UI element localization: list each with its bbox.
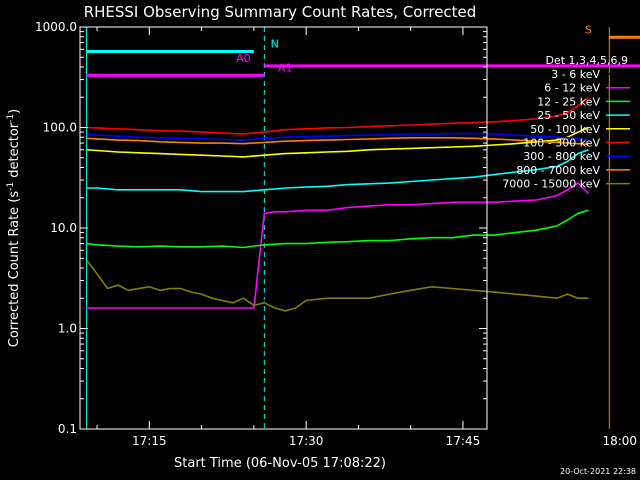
series-line	[86, 209, 589, 249]
legend-entry-label: 12 - 25 keV	[537, 95, 600, 108]
legend-entry-label: 3 - 6 keV	[551, 68, 600, 81]
series-line	[86, 182, 589, 309]
state-label-a1: A1	[278, 61, 293, 74]
series-line	[86, 126, 589, 158]
state-label-n: N	[271, 38, 279, 51]
series-12-25-kev	[86, 209, 589, 249]
x-tick-label: 17:45	[446, 434, 481, 448]
legend-entry-label: 50 - 100 keV	[530, 123, 600, 136]
series-800-7000-kev	[86, 137, 589, 146]
x-tick-label: 17:30	[289, 434, 324, 448]
series-line	[85, 259, 589, 312]
series-7000-15000-kev	[85, 259, 589, 312]
legend-entry-label: 6 - 12 keV	[544, 82, 600, 95]
legend-entry-label: 300 - 800 keV	[523, 150, 600, 163]
series-50-100-kev	[86, 126, 589, 158]
y-axis: 0.1 1.0 10.0 100.0 1000.0	[35, 20, 487, 436]
series-line	[86, 96, 589, 135]
series-300-800-kev	[86, 132, 589, 141]
state-bars: NA0A1SF	[86, 23, 640, 77]
state-label-s: S	[585, 23, 592, 36]
legend-entry-label: 100 - 300 keV	[523, 137, 600, 150]
series-25-50-kev	[86, 149, 589, 193]
legend-title: Det 1,3,4,5,6,9	[545, 54, 628, 67]
series-line	[86, 132, 589, 141]
state-label-a0: A0	[236, 52, 251, 65]
x-tick-label: 17:15	[132, 434, 167, 448]
series-line	[86, 137, 589, 146]
series-layer	[85, 96, 589, 312]
y-tick-label: 1000.0	[35, 20, 77, 34]
y-tick-label: 1.0	[58, 322, 77, 336]
y-axis-label: Corrected Count Rate (s-1 detector-1)	[6, 109, 22, 347]
x-axis-label: Start Time (06-Nov-05 17:08:22)	[174, 456, 386, 471]
y-tick-label: 100.0	[43, 121, 77, 135]
series-6-12-kev	[86, 182, 589, 309]
y-tick-label: 10.0	[50, 221, 77, 235]
chart-title: RHESSI Observing Summary Count Rates, Co…	[84, 3, 477, 21]
legend-entry-label: 7000 - 15000 keV	[502, 178, 600, 191]
render-timestamp: 20-Oct-2021 22:38	[560, 467, 636, 476]
legend-entry-label: 800 - 7000 keV	[516, 164, 600, 177]
series-100-300-kev	[86, 96, 589, 135]
legend-entry-label: 25 - 50 keV	[537, 109, 600, 122]
x-tick-label: 18:00	[602, 434, 637, 448]
series-line	[86, 149, 589, 193]
y-tick-label: 0.1	[58, 422, 77, 436]
